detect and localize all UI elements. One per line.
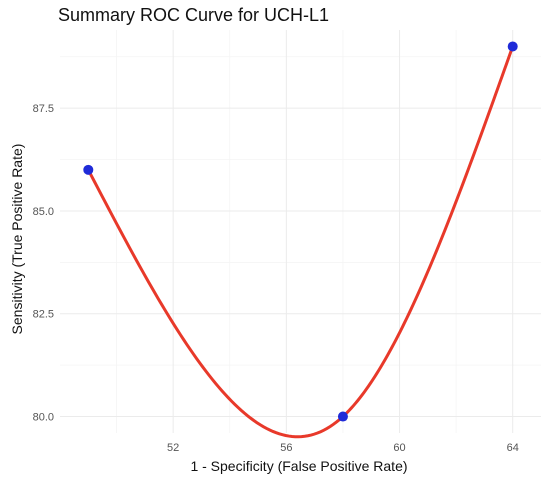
x-tick-label: 64	[507, 442, 519, 454]
y-tick-label: 82.5	[33, 309, 54, 321]
chart-title: Summary ROC Curve for UCH-L1	[58, 5, 329, 25]
data-points	[83, 41, 518, 422]
x-axis-ticks: 52 56 60 64	[167, 442, 519, 454]
data-point	[507, 41, 518, 52]
y-tick-label: 87.5	[33, 103, 54, 115]
data-point	[337, 411, 348, 422]
x-axis-title: 1 - Specificity (False Positive Rate)	[190, 458, 407, 474]
data-point	[83, 164, 94, 175]
y-axis-title: Sensitivity (True Positive Rate)	[9, 144, 25, 335]
y-axis-ticks: 80.0 82.5 85.0 87.5	[33, 103, 54, 423]
x-tick-label: 52	[167, 442, 179, 454]
roc-curve-line	[86, 44, 515, 439]
x-tick-label: 56	[280, 442, 292, 454]
grid	[60, 30, 541, 433]
x-tick-label: 60	[393, 442, 405, 454]
y-tick-label: 85.0	[33, 206, 54, 218]
y-tick-label: 80.0	[33, 412, 54, 424]
